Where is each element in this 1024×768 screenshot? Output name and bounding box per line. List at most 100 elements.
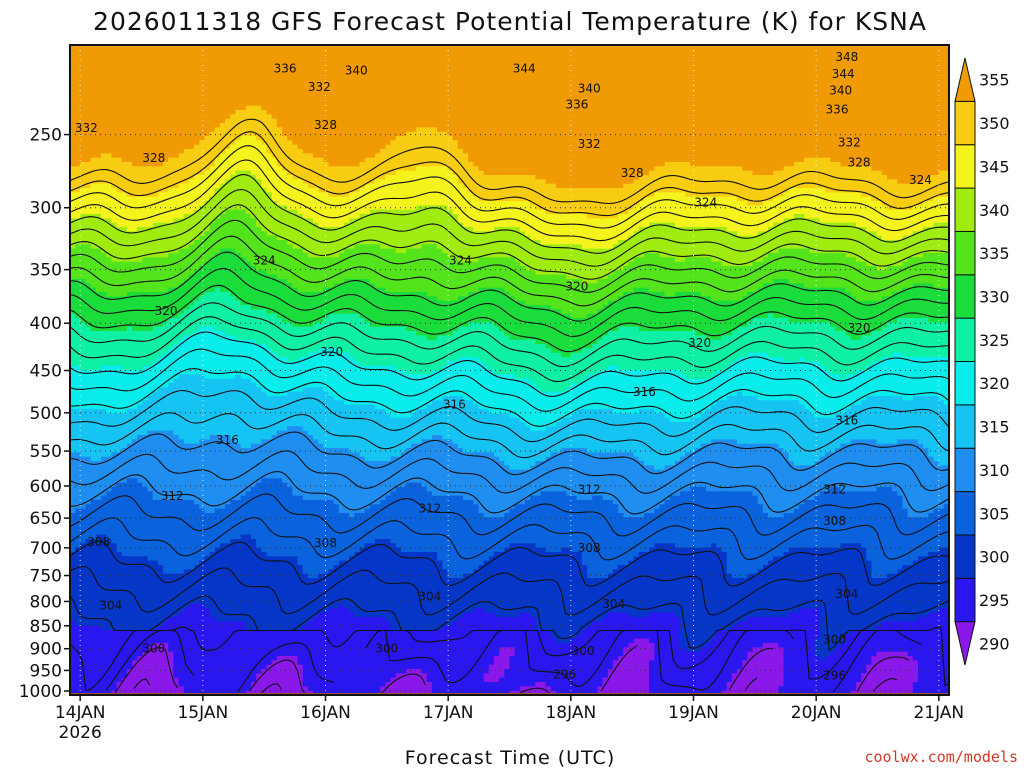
colorbar-label: 330: [979, 287, 1010, 306]
contour-line: [70, 450, 949, 494]
contour-line: [70, 540, 949, 587]
contour-label: 308: [578, 541, 601, 555]
contour-label: 304: [99, 598, 122, 612]
contour-label: 332: [75, 121, 98, 135]
colorbar-swatch: [954, 361, 976, 406]
contour-line: [70, 251, 949, 322]
contour-label: 340: [578, 82, 601, 96]
contour-label: 316: [443, 398, 466, 412]
y-tick-label: 900: [30, 640, 62, 660]
contour-label: 324: [449, 253, 472, 267]
grid-lines: [70, 45, 949, 695]
contour-label: 296: [823, 668, 846, 682]
x-tick-label: 19JAN: [668, 703, 719, 723]
contour-label: 344: [513, 61, 536, 75]
colorbar-swatch: [954, 404, 976, 449]
contour-label: 332: [578, 137, 601, 151]
contour-label: 296: [553, 668, 576, 682]
contour-label: 312: [578, 482, 601, 496]
contour-label: 336: [274, 61, 297, 75]
contour-line: [70, 348, 949, 412]
contour-label: 300: [375, 642, 398, 656]
contour-label: 320: [320, 345, 343, 359]
contour-line: [70, 412, 949, 459]
y-tick-label: 500: [30, 404, 62, 424]
contour-line: [70, 516, 949, 561]
contour-line: [133, 677, 898, 694]
contour-line: [70, 284, 949, 353]
y-tick-label: 750: [30, 567, 62, 587]
contour-line: [70, 219, 949, 293]
x-tick-label: 18JAN: [545, 703, 596, 723]
colorbar-label: 305: [979, 504, 1010, 523]
contour-line: [70, 389, 949, 443]
contour-label: 336: [566, 98, 589, 112]
colorbar-label: 315: [979, 418, 1010, 437]
contour-label: 332: [838, 136, 861, 150]
contour-label: 328: [142, 151, 165, 165]
contour-line: [70, 235, 949, 307]
y-tick-label: 450: [30, 361, 62, 381]
colorbar-label: 335: [979, 244, 1010, 263]
contour-line: [113, 645, 910, 695]
contour-label: 312: [823, 482, 846, 496]
colorbar-swatch: [954, 491, 976, 536]
contour-line: [70, 145, 949, 229]
contour-label: 300: [572, 644, 595, 658]
colorbar: 290 295 300 305 310 315 320 325 330 335 340 345 350 3…: [954, 57, 1010, 666]
contour-label: 320: [688, 336, 711, 350]
x-tick-label: 16JAN: [300, 703, 351, 723]
contour-label: 348: [835, 50, 858, 64]
contour-line: [70, 267, 949, 337]
contour-line: [70, 595, 949, 652]
x-tick-label: 17JAN: [423, 703, 474, 723]
x-axis-label: Forecast Time (UTC): [405, 747, 615, 768]
contour-label: 312: [161, 489, 184, 503]
x-tick-label: 20JAN: [791, 703, 842, 723]
chart-title: 2026011318 GFS Forecast Potential Temper…: [93, 7, 927, 36]
contour-line: [70, 626, 949, 692]
contour-line: [70, 368, 949, 427]
contour-label: 340: [829, 83, 852, 97]
contour-line: [70, 565, 949, 616]
pressure-axis: 250 300 350 400 450 500 550 600 650 700 750 800 850 9…: [19, 126, 70, 702]
y-tick-label: 1000: [19, 682, 62, 702]
contour-line: [70, 174, 949, 254]
colorbar-label: 355: [979, 71, 1010, 90]
colorbar-label: 295: [979, 591, 1010, 610]
colorbar-swatch: [954, 144, 976, 189]
y-tick-label: 850: [30, 617, 62, 637]
contour-line: [70, 159, 949, 242]
contour-label: 328: [314, 118, 337, 132]
contour-label: 316: [633, 385, 656, 399]
colorbar-label: 340: [979, 201, 1010, 220]
y-tick-label: 800: [30, 592, 62, 612]
isentrope-contours: [70, 118, 949, 695]
contour-label: 340: [345, 63, 368, 77]
contour-label: 328: [848, 155, 871, 169]
contour-label: 320: [155, 304, 178, 318]
colorbar-label: 310: [979, 461, 1010, 480]
contour-label: 316: [835, 414, 858, 428]
contour-line: [105, 629, 922, 693]
y-tick-label: 550: [30, 442, 62, 462]
contour-label: 336: [826, 103, 849, 117]
y-tick-label: 950: [30, 661, 62, 681]
x-tick-label: 15JAN: [177, 703, 228, 723]
x-tick-label: 21JAN: [913, 703, 964, 723]
colorbar-swatch: [954, 230, 976, 276]
y-tick-label: 600: [30, 477, 62, 497]
contour-line: [70, 431, 949, 476]
y-tick-label: 650: [30, 509, 62, 529]
colorbar-label: 325: [979, 331, 1010, 350]
contour-line: [70, 204, 949, 280]
x-tick-label: 14JAN: [55, 703, 106, 723]
colorbar-swatch: [954, 447, 976, 493]
y-tick-label: 400: [30, 314, 62, 334]
contour-label: 308: [314, 536, 337, 550]
contour-label: 308: [823, 514, 846, 528]
contour-label: 316: [216, 433, 239, 447]
contour-labels: 336 340 344 348 344 340 336 332 332 340 336 328 332 3…: [75, 50, 932, 683]
